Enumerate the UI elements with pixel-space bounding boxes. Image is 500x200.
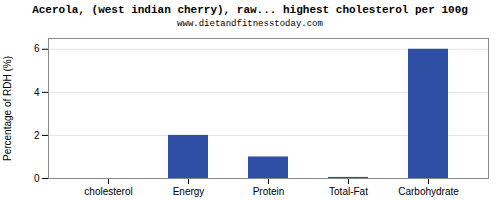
svg-text:6: 6 [34, 43, 40, 54]
svg-text:2: 2 [34, 130, 40, 141]
svg-text:Percentage of RDH (%): Percentage of RDH (%) [2, 56, 13, 161]
svg-text:Protein: Protein [253, 186, 285, 197]
svg-text:cholesterol: cholesterol [84, 186, 132, 197]
svg-text:Total-Fat: Total-Fat [329, 186, 368, 197]
svg-text:Carbohydrate: Carbohydrate [398, 186, 459, 197]
svg-text:0: 0 [34, 173, 40, 184]
svg-text:Energy: Energy [173, 186, 205, 197]
svg-text:4: 4 [34, 87, 40, 98]
html-text:www.dietandfitnesstoday.com: www.dietandfitnesstoday.com [177, 19, 323, 29]
html-text:Acerola, (west indian cherry),: Acerola, (west indian cherry), raw... hi… [32, 4, 468, 16]
